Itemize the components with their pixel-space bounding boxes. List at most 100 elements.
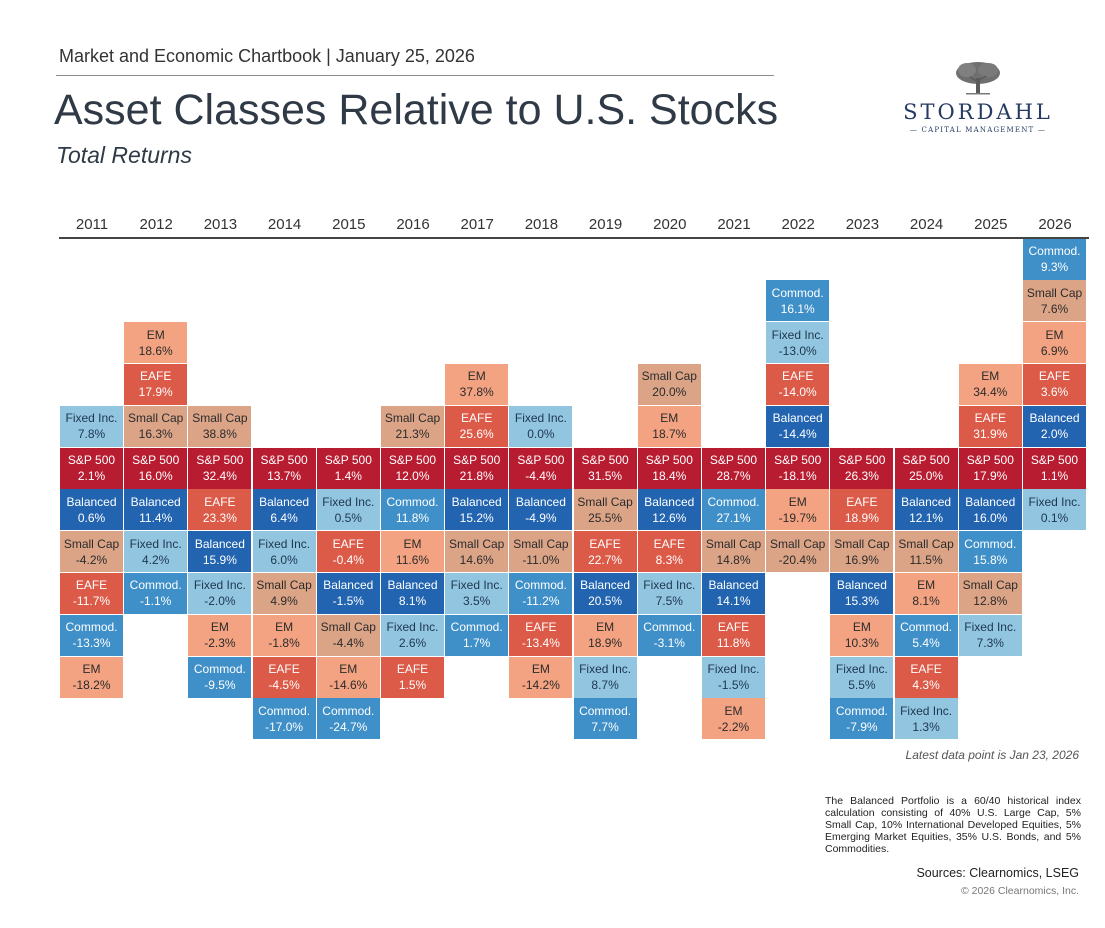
cell-2024-em: EM 8.1% (894, 572, 958, 614)
cell-return-value: 6.9% (1040, 343, 1069, 358)
cell-2012-small-cap: Small Cap 16.3% (124, 405, 188, 447)
cell-2017-fixed-inc: Fixed Inc. 3.5% (445, 572, 509, 614)
year-header-rule (59, 237, 1089, 239)
cell-return-value: 8.1% (912, 594, 940, 609)
cell-return-value: 0.6% (77, 510, 106, 525)
cell-2022-small-cap: Small Cap -20.4% (766, 531, 830, 573)
cell-2025-fixed-inc: Fixed Inc. 7.3% (958, 614, 1022, 656)
cell-asset-label: Small Cap (63, 536, 120, 551)
cell-asset-label: Small Cap (513, 536, 569, 551)
cell-return-value: 21.3% (395, 427, 430, 442)
cell-2013-em: EM -2.3% (188, 614, 252, 656)
cell-2014-fixed-inc: Fixed Inc. 6.0% (252, 531, 316, 573)
cell-return-value: 12.6% (652, 510, 687, 525)
cell-return-value: 38.8% (202, 427, 237, 442)
cell-asset-label: EAFE (525, 620, 557, 635)
cell-return-value: 8.7% (591, 678, 619, 692)
cell-return-value: 1.1% (1040, 469, 1069, 483)
cell-asset-label: Balanced (708, 578, 759, 593)
cell-2022-s-p-500: S&P 500 -18.1% (766, 447, 830, 489)
cell-return-value: 11.8% (395, 510, 430, 525)
cell-asset-label: Commod. (835, 703, 888, 718)
cell-return-value: 21.8% (459, 469, 494, 483)
cell-return-value: -14.2% (521, 678, 560, 692)
cell-return-value: -19.7% (778, 510, 817, 525)
cell-asset-label: S&P 500 (581, 453, 629, 467)
cell-return-value: 14.8% (716, 552, 751, 567)
cell-2022-balanced: Balanced -14.4% (766, 405, 830, 447)
cell-return-value: -2.3% (204, 636, 236, 651)
cell-return-value: -14.6% (329, 678, 368, 692)
cell-asset-label: Commod. (322, 703, 375, 718)
cell-return-value: 11.6% (395, 552, 430, 567)
cell-asset-label: Balanced (836, 578, 887, 593)
cell-asset-label: S&P 500 (388, 453, 437, 467)
cell-2017-eafe: EAFE 25.6% (445, 405, 509, 447)
cell-asset-label: Small Cap (384, 411, 441, 426)
cell-2013-balanced: Balanced 15.9% (188, 531, 252, 573)
cell-asset-label: Commod. (900, 620, 953, 635)
page-title: Asset Classes Relative to U.S. Stocks (54, 86, 779, 134)
cell-return-value: 1.4% (334, 469, 362, 483)
cell-asset-label: Fixed Inc. (900, 703, 953, 718)
cell-asset-label: EAFE (653, 536, 685, 551)
cell-asset-label: EM (981, 369, 1000, 384)
cell-asset-label: S&P 500 (774, 453, 822, 467)
cell-2021-eafe: EAFE 11.8% (702, 614, 765, 656)
cell-return-value: 18.6% (138, 343, 173, 358)
cell-return-value: 8.3% (655, 552, 683, 567)
cell-return-value: 7.5% (655, 594, 683, 609)
cell-return-value: -11.2% (522, 594, 560, 609)
cell-2022-em: EM -19.7% (766, 489, 830, 531)
year-label-2024: 2024 (909, 216, 944, 233)
cell-2019-s-p-500: S&P 500 31.5% (573, 447, 637, 489)
cell-2020-balanced: Balanced 12.6% (637, 489, 701, 531)
cell-asset-label: S&P 500 (838, 453, 886, 467)
cell-return-value: 18.9% (844, 510, 879, 525)
cell-2024-fixed-inc: Fixed Inc. 1.3% (894, 698, 958, 740)
cell-2017-commod: Commod. 1.7% (445, 614, 509, 656)
cell-asset-label: EAFE (461, 411, 493, 426)
cell-return-value: 8.1% (398, 594, 427, 609)
cell-2019-commod: Commod. 7.7% (573, 698, 637, 740)
year-label-2018: 2018 (524, 216, 559, 233)
cell-2011-small-cap: Small Cap -4.2% (60, 531, 123, 573)
cell-asset-label: EAFE (782, 369, 814, 384)
cell-2016-commod: Commod. 11.8% (381, 489, 444, 531)
cell-2015-fixed-inc: Fixed Inc. 0.5% (316, 489, 380, 531)
cell-asset-label: S&P 500 (645, 453, 693, 467)
cell-asset-label: S&P 500 (453, 453, 501, 467)
cell-return-value: -2.0% (204, 594, 236, 609)
sources-text: Sources: Clearnomics, LSEG (916, 866, 1079, 880)
cell-asset-label: S&P 500 (709, 453, 758, 467)
cell-asset-label: EAFE (204, 494, 236, 509)
cell-2026-s-p-500: S&P 500 1.1% (1023, 447, 1086, 489)
cell-return-value: 37.8% (459, 385, 494, 400)
cell-return-value: -11.7% (72, 594, 111, 609)
cell-asset-label: Small Cap (962, 578, 1018, 593)
cell-2011-commod: Commod. -13.3% (60, 614, 123, 656)
cell-return-value: 12.8% (973, 594, 1008, 609)
cell-return-value: -11.0% (522, 552, 560, 567)
cell-asset-label: Balanced (130, 494, 181, 509)
cell-return-value: -1.5% (717, 678, 750, 692)
cell-2023-fixed-inc: Fixed Inc. 5.5% (830, 656, 894, 698)
cell-asset-label: Fixed Inc. (1028, 494, 1081, 509)
cell-2024-balanced: Balanced 12.1% (894, 489, 958, 531)
cell-asset-label: Fixed Inc. (643, 578, 696, 593)
cell-return-value: 3.6% (1040, 385, 1069, 400)
cell-asset-label: EAFE (717, 620, 750, 635)
cell-return-value: 11.8% (716, 636, 751, 651)
cell-return-value: -13.4% (521, 636, 560, 651)
cell-2014-s-p-500: S&P 500 13.7% (252, 447, 316, 489)
cell-return-value: 25.6% (459, 427, 494, 442)
cell-return-value: 4.2% (142, 552, 170, 567)
logo-name: STORDAHL (903, 100, 1053, 124)
cell-asset-label: Fixed Inc. (129, 536, 182, 551)
cell-asset-label: Balanced (580, 578, 631, 593)
cell-asset-label: Fixed Inc. (579, 662, 632, 676)
cell-return-value: -2.2% (717, 719, 750, 734)
cell-return-value: 26.3% (844, 469, 879, 483)
cell-2016-eafe: EAFE 1.5% (381, 656, 444, 698)
cell-return-value: 7.8% (77, 427, 106, 442)
